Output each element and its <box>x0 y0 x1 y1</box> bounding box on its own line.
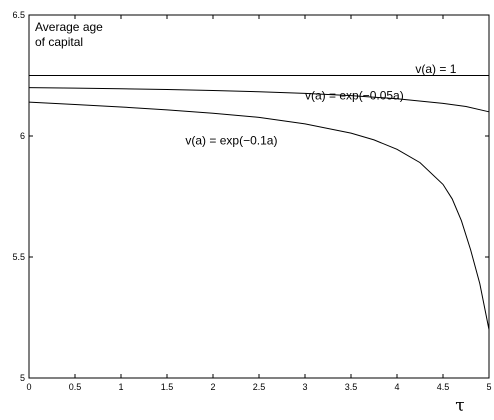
annotations: v(a) = 1 v(a) = exp(−0.05a) v(a) = exp(−0.… <box>185 62 456 147</box>
tick-marks <box>28 14 490 379</box>
y-tick-label: 5.5 <box>12 252 25 262</box>
series-annotation: v(a) = 1 <box>415 62 456 76</box>
series-annotation: v(a) = exp(−0.05a) <box>305 89 404 103</box>
x-tick-label: 3 <box>302 382 307 392</box>
series-lines <box>28 75 490 330</box>
x-tick-label: 4 <box>394 382 399 392</box>
x-tick-label: 2 <box>210 382 215 392</box>
x-axis-label: τ <box>455 396 464 416</box>
chart-title-line-1: Average age <box>35 20 103 34</box>
x-tick-label: 2.5 <box>253 382 266 392</box>
x-tick-label: 5 <box>486 382 491 392</box>
x-tick-label: 0 <box>26 382 31 392</box>
tick-labels: 0 0.5 1 1.5 2 2.5 3 3.5 4 4.5 5 5 5.5 6 6.5 <box>12 10 491 392</box>
series-annotation: v(a) = exp(−0.1a) <box>185 133 277 147</box>
series-line <box>28 87 490 113</box>
x-tick-label: 1 <box>118 382 123 392</box>
series-line <box>28 101 490 330</box>
y-tick-label: 6.5 <box>12 10 25 20</box>
x-tick-label: 3.5 <box>345 382 358 392</box>
y-tick-label: 6 <box>20 131 25 141</box>
x-tick-label: 4.5 <box>437 382 450 392</box>
x-tick-label: 0.5 <box>69 382 82 392</box>
chart-title-line-2: of capital <box>35 35 83 49</box>
x-tick-label: 1.5 <box>161 382 174 392</box>
y-tick-label: 5 <box>20 373 25 383</box>
